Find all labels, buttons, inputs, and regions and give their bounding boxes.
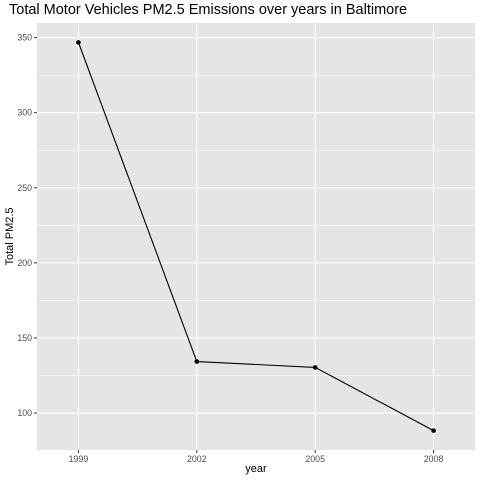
y-tick-label: 350 bbox=[17, 33, 32, 43]
y-tick-label: 200 bbox=[17, 258, 32, 268]
y-tick-label: 100 bbox=[17, 408, 32, 418]
data-point bbox=[194, 359, 200, 364]
chart-title: Total Motor Vehicles PM2.5 Emissions ove… bbox=[9, 2, 408, 18]
y-tick-label: 150 bbox=[17, 333, 32, 343]
series-line bbox=[77, 42, 434, 432]
y-axis-title: Total PM2.5 bbox=[4, 207, 16, 265]
data-point bbox=[312, 365, 318, 370]
x-tick-label: 1999 bbox=[69, 454, 89, 464]
data-point bbox=[431, 428, 436, 433]
x-tick-label: 2002 bbox=[187, 454, 207, 464]
data-point bbox=[76, 40, 81, 45]
x-tick-label: 2008 bbox=[424, 454, 444, 464]
x-axis-title: year bbox=[245, 463, 267, 475]
y-tick-label: 250 bbox=[17, 183, 32, 193]
y-tick-label: 300 bbox=[17, 108, 32, 118]
x-tick-label: 2005 bbox=[305, 454, 325, 464]
plot-panel bbox=[37, 23, 475, 450]
